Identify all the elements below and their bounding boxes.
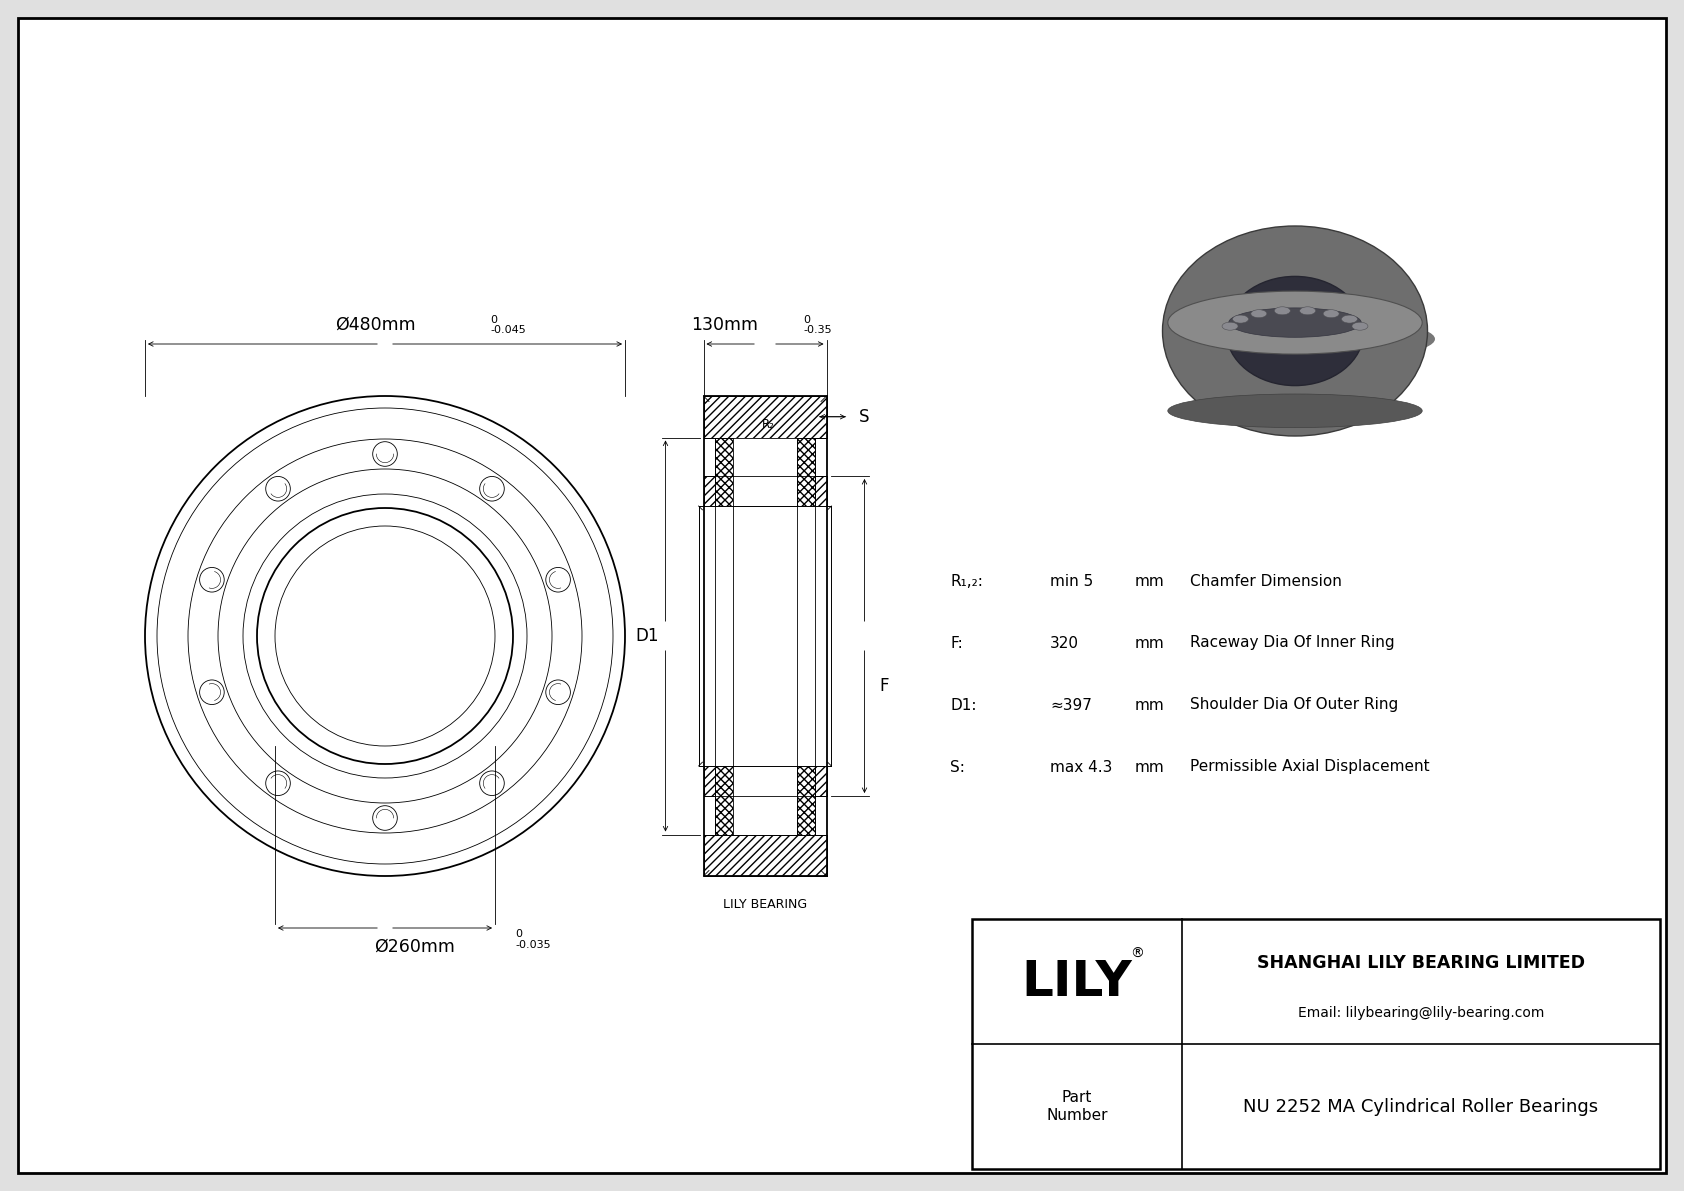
Text: min 5: min 5 xyxy=(1051,574,1093,588)
Bar xyxy=(733,437,797,835)
Text: S: S xyxy=(859,407,869,425)
Text: D1: D1 xyxy=(637,626,658,646)
Text: Shoulder Dia Of Outer Ring: Shoulder Dia Of Outer Ring xyxy=(1191,698,1398,712)
Ellipse shape xyxy=(1165,316,1435,362)
Text: Ø480mm: Ø480mm xyxy=(335,316,416,333)
Text: Part
Number: Part Number xyxy=(1046,1090,1108,1123)
Text: max 4.3: max 4.3 xyxy=(1051,760,1113,774)
Ellipse shape xyxy=(1352,323,1367,330)
Text: 130mm: 130mm xyxy=(692,316,758,333)
Text: Email: lilybearing@lily-bearing.com: Email: lilybearing@lily-bearing.com xyxy=(1298,1005,1544,1019)
Text: S:: S: xyxy=(950,760,965,774)
Bar xyxy=(704,506,827,766)
Text: mm: mm xyxy=(1135,574,1165,588)
Text: -0.35: -0.35 xyxy=(803,325,832,335)
Ellipse shape xyxy=(1251,310,1266,318)
Ellipse shape xyxy=(1342,316,1357,323)
Bar xyxy=(714,437,733,835)
Text: 0: 0 xyxy=(515,929,522,939)
Text: 0: 0 xyxy=(490,314,497,325)
Ellipse shape xyxy=(1167,291,1423,354)
Text: R₂: R₂ xyxy=(761,418,775,430)
Text: R₁: R₁ xyxy=(768,442,781,455)
Text: 0: 0 xyxy=(803,314,810,325)
Bar xyxy=(699,506,832,766)
Bar xyxy=(704,476,827,506)
Text: Permissible Axial Displacement: Permissible Axial Displacement xyxy=(1191,760,1430,774)
Ellipse shape xyxy=(1324,310,1339,318)
Text: LILY BEARING: LILY BEARING xyxy=(722,898,807,910)
Text: R₁,₂:: R₁,₂: xyxy=(950,574,983,588)
Text: F: F xyxy=(879,676,889,696)
Text: Raceway Dia Of Inner Ring: Raceway Dia Of Inner Ring xyxy=(1191,636,1394,650)
Ellipse shape xyxy=(1233,316,1248,323)
Text: D1:: D1: xyxy=(950,698,977,712)
Text: 320: 320 xyxy=(1051,636,1079,650)
Text: mm: mm xyxy=(1135,698,1165,712)
Ellipse shape xyxy=(1223,323,1238,330)
Text: F:: F: xyxy=(950,636,963,650)
Text: -0.045: -0.045 xyxy=(490,325,525,335)
Text: -0.035: -0.035 xyxy=(515,940,551,950)
Bar xyxy=(972,919,1660,1170)
Text: ®: ® xyxy=(1130,947,1143,960)
Text: NU 2252 MA Cylindrical Roller Bearings: NU 2252 MA Cylindrical Roller Bearings xyxy=(1243,1097,1598,1116)
Ellipse shape xyxy=(1226,276,1364,386)
Bar xyxy=(704,835,827,877)
Text: mm: mm xyxy=(1135,636,1165,650)
Text: SHANGHAI LILY BEARING LIMITED: SHANGHAI LILY BEARING LIMITED xyxy=(1256,954,1585,972)
Ellipse shape xyxy=(1229,308,1361,337)
Ellipse shape xyxy=(1300,307,1315,314)
Bar xyxy=(704,766,827,796)
Ellipse shape xyxy=(1275,307,1290,314)
Text: Chamfer Dimension: Chamfer Dimension xyxy=(1191,574,1342,588)
Text: Ø260mm: Ø260mm xyxy=(374,939,455,956)
Ellipse shape xyxy=(1167,394,1423,428)
Text: ≈397: ≈397 xyxy=(1051,698,1091,712)
Bar xyxy=(704,395,827,437)
Ellipse shape xyxy=(1162,226,1428,436)
Bar xyxy=(797,437,815,835)
Text: LILY: LILY xyxy=(1022,958,1132,1005)
Bar xyxy=(704,395,827,877)
Text: mm: mm xyxy=(1135,760,1165,774)
